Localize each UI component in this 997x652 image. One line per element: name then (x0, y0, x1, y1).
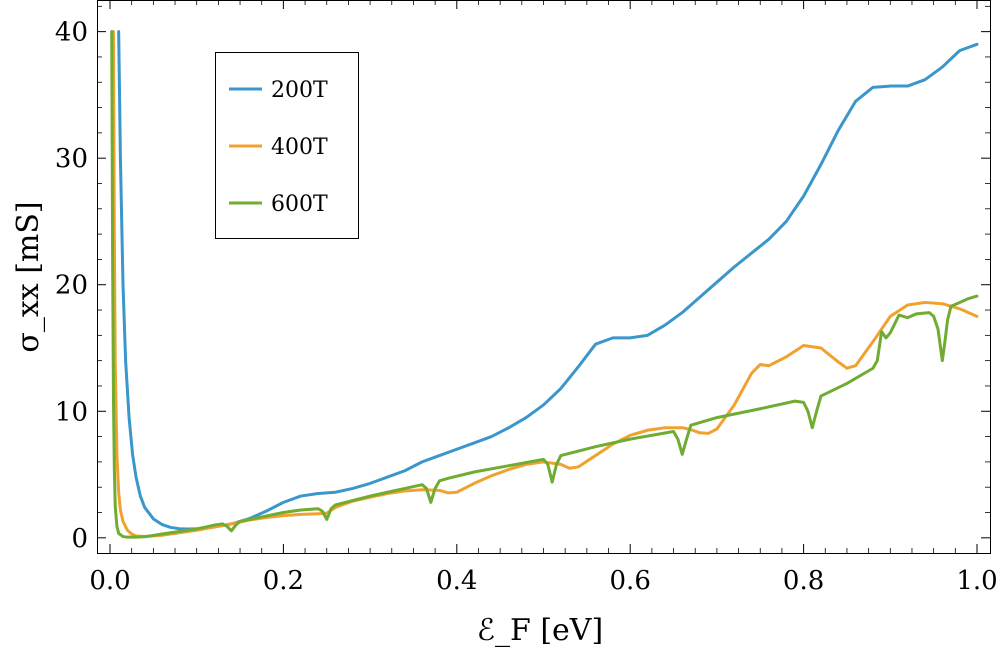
tick-labels: 0.0 0.2 0.4 0.6 0.8 1.0 0 10 20 30 40 (55, 18, 997, 596)
x-tick-label: 0.6 (610, 566, 651, 596)
x-tick-label: 0.0 (89, 566, 130, 596)
legend-label-600T: 600T (271, 192, 328, 217)
x-tick-label: 0.2 (263, 566, 304, 596)
plot-frame (97, 0, 991, 554)
y-tick-label: 10 (55, 397, 88, 427)
legend-label-200T: 200T (271, 78, 328, 103)
legend-label-400T: 400T (271, 135, 328, 160)
series-layer (110, 30, 979, 539)
y-tick-label: 40 (55, 18, 88, 48)
x-axis-title: ℰ_F [eV] (477, 613, 603, 648)
series-line-200T (117, 30, 979, 531)
x-tick-label: 0.8 (783, 566, 824, 596)
y-tick-label: 20 (55, 271, 88, 301)
x-tick-label: 0.4 (436, 566, 477, 596)
y-tick-label: 0 (71, 524, 88, 554)
legend: 200T 400T 600T (215, 52, 359, 239)
series-line-600T (110, 30, 979, 539)
x-tick-label: 1.0 (956, 566, 997, 596)
y-tick-label: 30 (55, 144, 88, 174)
axis-ticks (97, 0, 990, 553)
y-axis-title: σ_xx [mS] (11, 201, 46, 352)
